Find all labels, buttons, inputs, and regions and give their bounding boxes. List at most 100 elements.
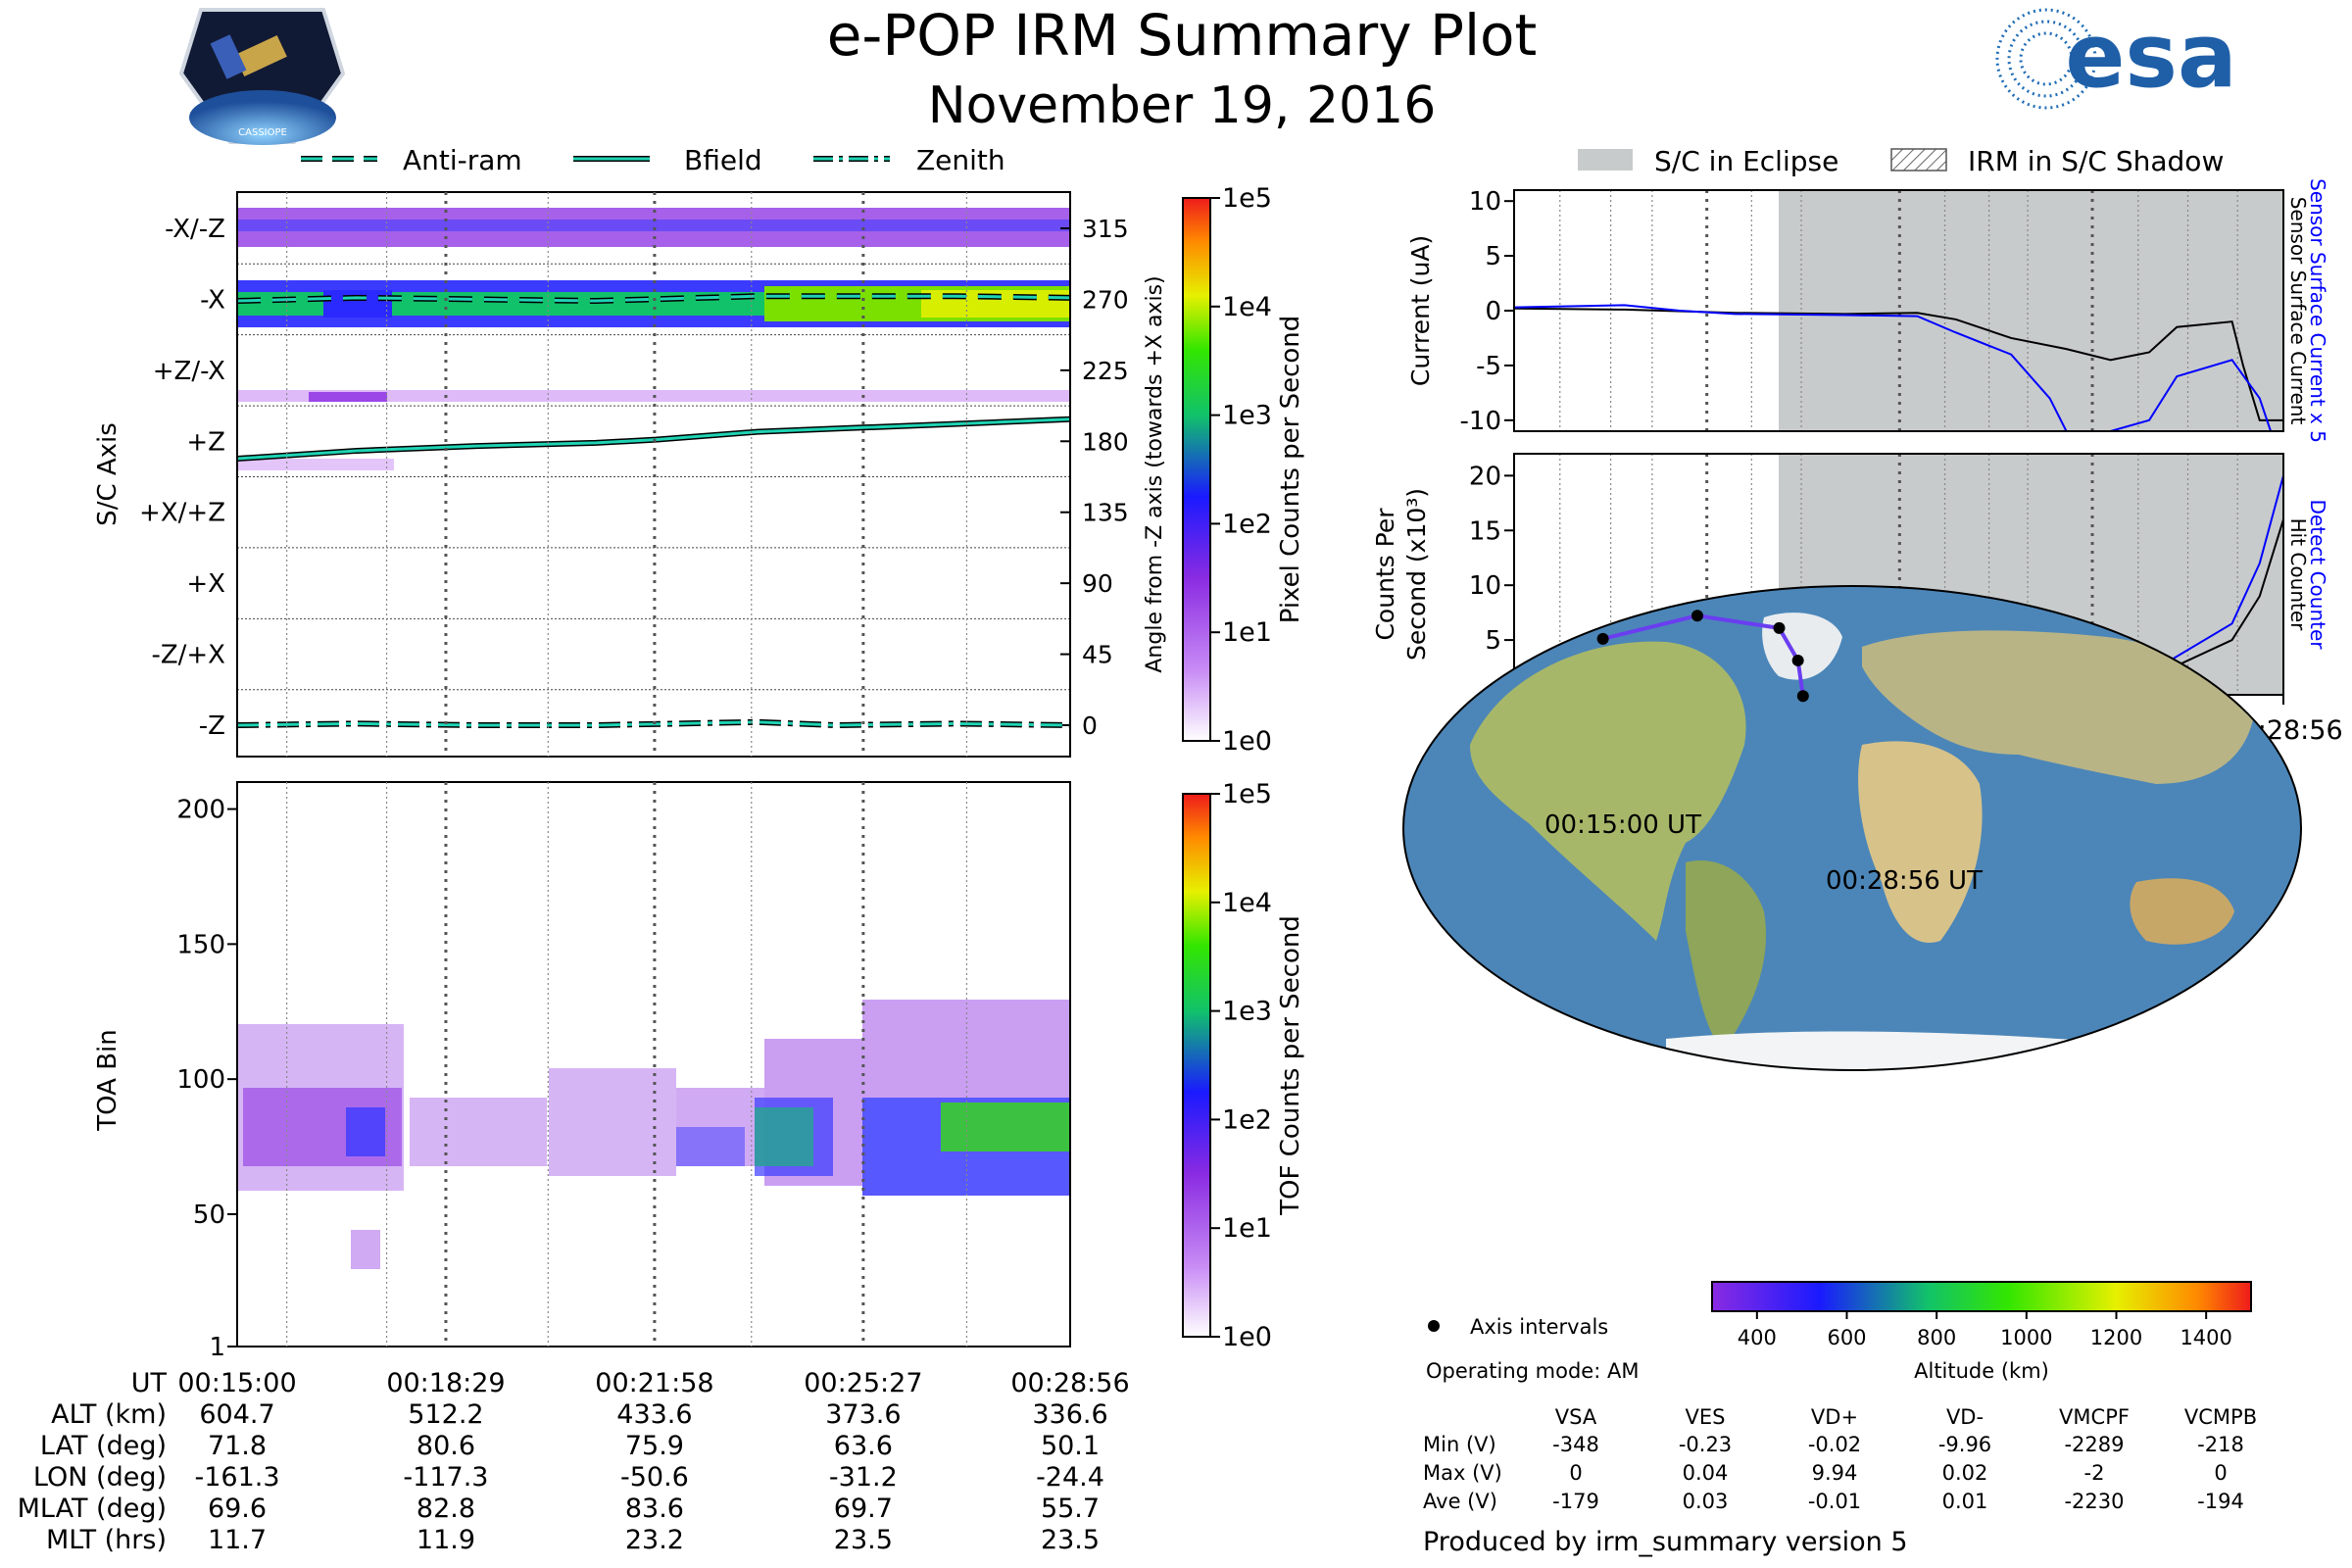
colorbar-tick-label: 1e0 (1222, 726, 1272, 757)
ytick-label: 10 (1469, 187, 1501, 217)
ephemeris-cell: 75.9 (625, 1431, 684, 1461)
axis-panel-right-label: Angle from -Z axis (towards +X axis) (1143, 275, 1167, 672)
counts-right-label-detect: Detect Counter (2306, 500, 2329, 651)
cassiope-logo-text: CASSIOPE (238, 127, 287, 138)
current-right-label-x5: Sensor Surface Current x 5 (2306, 178, 2329, 443)
angle-tick-label: 270 (1082, 285, 1129, 314)
legend-anti-ram: Anti-ram (403, 144, 522, 176)
ephemeris-cell: 11.9 (416, 1525, 475, 1555)
track-end-label: 00:28:56 UT (1826, 866, 1983, 896)
voltage-cell: -194 (2197, 1490, 2244, 1513)
ephemeris-row-label: LON (deg) (33, 1462, 167, 1493)
altitude-tick-label: 800 (1917, 1326, 1956, 1349)
current-panel-frame (1513, 189, 2284, 432)
voltage-cell: -9.96 (1938, 1433, 1991, 1456)
colorbar-tick-label: 1e1 (1222, 617, 1272, 648)
voltage-header: VMCPF (2059, 1405, 2130, 1429)
ground-track (1596, 610, 1809, 703)
ephemeris-cell: 23.5 (1041, 1525, 1100, 1555)
colorbar-tick-label: 1e4 (1222, 888, 1272, 918)
series-anti-ram (236, 294, 1071, 303)
voltage-cell: -2289 (2064, 1433, 2124, 1456)
axis-row-label: +X/+Z (139, 499, 225, 528)
voltage-cell: -348 (1552, 1433, 1599, 1456)
voltage-table: VSA VES VD+ VD- VMCPF VCMPB Min (V) -348 -0.23 -0… (1423, 1405, 2257, 1513)
track-start-label: 00:15:00 UT (1544, 810, 1701, 840)
axis-row-label: -Z/+X (151, 641, 225, 670)
ephemeris-cell: -31.2 (829, 1462, 898, 1493)
series-line (1513, 307, 2283, 421)
toa-panel: 200 150 100 50 1 TOA Bin (93, 781, 1071, 1362)
altitude-tick-label: 1400 (2180, 1326, 2231, 1349)
ephemeris-row-label: ALT (km) (51, 1399, 167, 1430)
axis-row-labels: -X/-Z -X +Z/-X +Z +X/+Z +X -Z/+X -Z (139, 215, 1070, 741)
altitude-label: Altitude (km) (1914, 1359, 2049, 1383)
current-right-label: Sensor Surface Current (2286, 197, 2310, 425)
toa-ytick-label: 100 (176, 1065, 225, 1095)
ephemeris-cell: 50.1 (1041, 1431, 1100, 1461)
ephemeris-cell: 55.7 (1041, 1494, 1100, 1524)
track-point (1773, 621, 1786, 634)
tof-colorbar: 1e5 1e4 1e3 1e2 1e1 1e0 TOF Counts per Second (1182, 779, 1305, 1352)
voltage-header: VCMPB (2184, 1405, 2257, 1429)
ephemeris-cell: 433.6 (616, 1399, 692, 1430)
ephemeris-cell: -117.3 (403, 1462, 488, 1493)
altitude-tick-label: 400 (1738, 1326, 1777, 1349)
ephemeris-cell: 82.8 (416, 1494, 475, 1524)
angle-tick-label: 45 (1082, 641, 1113, 669)
ytick-label: -10 (1460, 407, 1501, 436)
voltage-cell: 9.94 (1812, 1461, 1858, 1485)
legend-eclipse: S/C in Eclipse (1654, 145, 1838, 177)
toa-ticks: 200 150 100 50 1 (176, 796, 237, 1362)
left-gridlines (286, 192, 968, 1347)
toa-ytick-label: 1 (209, 1333, 225, 1362)
axis-panel: -X/-Z -X +Z/-X +Z +X/+Z +X -Z/+X -Z 315 270 225 18… (93, 191, 1167, 758)
ephemeris-cell: 00:25:27 (804, 1368, 922, 1398)
ephemeris-cell: 00:21:58 (595, 1368, 713, 1398)
series-line (1513, 304, 2272, 432)
ytick-label: 20 (1469, 462, 1501, 491)
ephemeris-row-label: MLT (hrs) (46, 1525, 167, 1555)
voltage-cell: 0.02 (1942, 1461, 1988, 1485)
voltage-cell: -2230 (2064, 1490, 2124, 1513)
ephemeris-cell: -50.6 (620, 1462, 689, 1493)
legend-zenith: Zenith (916, 144, 1005, 176)
track-point (1796, 690, 1809, 703)
colorbar-tick-label: 1e3 (1222, 997, 1272, 1027)
voltage-cell: -0.01 (1808, 1490, 1861, 1513)
tof-colorbar-label: TOF Counts per Second (1276, 915, 1305, 1216)
ephemeris-cell: -161.3 (194, 1462, 279, 1493)
axis-row-label: +Z (186, 427, 225, 457)
cassiope-logo: CASSIOPE (178, 8, 346, 145)
voltage-cell: -179 (1552, 1490, 1599, 1513)
voltage-row-label: Min (V) (1423, 1433, 1496, 1456)
ytick-label: 10 (1469, 571, 1501, 601)
shadow-swatch (1890, 148, 1947, 172)
angle-tick-label: 135 (1082, 499, 1129, 527)
page-title: e-POP IRM Summary Plot (827, 2, 1538, 69)
voltage-header: VD+ (1811, 1405, 1858, 1429)
voltage-cell: 0 (1569, 1461, 1582, 1485)
pixel-colorbar: 1e5 1e4 1e3 1e2 1e1 1e0 Pixel Counts per Seco… (1182, 183, 1305, 757)
voltage-cell: -0.23 (1679, 1433, 1732, 1456)
axis-row-label: +Z/-X (153, 357, 225, 386)
track-point (1791, 654, 1804, 666)
ephemeris-cell: 336.6 (1032, 1399, 1107, 1430)
colorbar-tick-label: 1e5 (1222, 779, 1272, 809)
toa-ytick-label: 150 (176, 930, 225, 959)
colorbar-tick-label: 1e5 (1222, 183, 1272, 214)
toa-ytick-label: 50 (193, 1200, 225, 1230)
ephemeris-cell: 63.6 (834, 1431, 893, 1461)
ytick-label: -5 (1476, 352, 1501, 381)
legend-right: S/C in Eclipse IRM in S/C Shadow (1578, 145, 2224, 177)
ytick-label: 15 (1469, 516, 1501, 546)
legend-left: Anti-ram Bfield Zenith (301, 144, 1005, 176)
ephemeris-cell: 83.6 (625, 1494, 684, 1524)
track-point (1690, 610, 1703, 622)
ephemeris-cell: 71.8 (208, 1431, 267, 1461)
voltage-header: VSA (1555, 1405, 1597, 1429)
legend-bfield: Bfield (684, 144, 762, 176)
esa-logo: esa (1995, 5, 2237, 110)
ephemeris-cell: 23.2 (625, 1525, 684, 1555)
